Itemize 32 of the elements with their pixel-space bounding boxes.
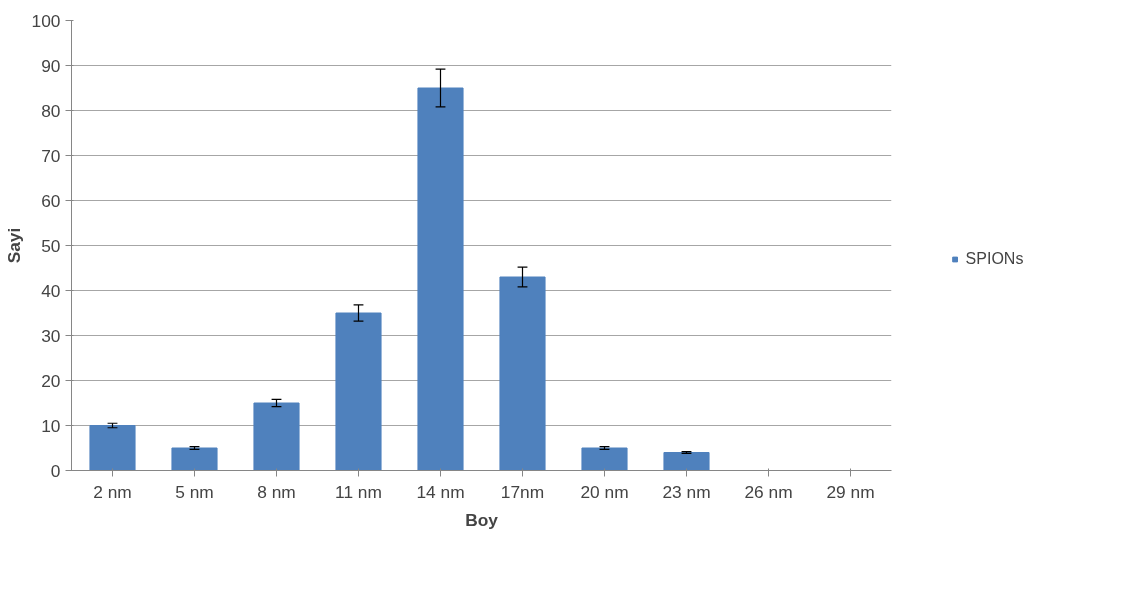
bar <box>171 447 218 471</box>
x-tick-label: 5 nm <box>175 481 214 502</box>
bar <box>89 425 136 471</box>
x-tick-label: 14 nm <box>416 481 465 502</box>
bar <box>335 312 382 471</box>
x-tick-label: 29 nm <box>826 481 875 502</box>
y-tick-label: 60 <box>41 190 61 211</box>
x-tick-label: 8 nm <box>257 481 296 502</box>
x-tick-label: 26 nm <box>744 481 793 502</box>
y-tick-label: 0 <box>50 460 61 481</box>
bar <box>253 402 300 471</box>
y-axis-title: Sayi <box>3 227 24 264</box>
y-tick-label: 80 <box>41 100 61 121</box>
y-tick-label: 40 <box>41 280 61 301</box>
bar <box>581 447 628 471</box>
x-tick-label: 2 nm <box>93 481 132 502</box>
legend-label: SPIONs <box>965 250 1024 268</box>
y-tick-label: 70 <box>41 145 61 166</box>
y-tick-label: 100 <box>31 10 61 31</box>
y-tick-label: 50 <box>41 235 61 256</box>
x-tick-label: 23 nm <box>662 481 711 502</box>
y-tick-label: 30 <box>41 325 61 346</box>
bar <box>663 452 710 471</box>
bar <box>417 87 464 471</box>
x-tick-label: 11 nm <box>335 481 382 502</box>
x-axis-title: Boy <box>465 509 499 530</box>
bar <box>499 276 546 471</box>
y-tick-label: 10 <box>41 415 61 436</box>
x-tick-label: 17nm <box>500 481 545 502</box>
y-tick-label: 20 <box>41 370 61 391</box>
y-tick-label: 90 <box>41 55 61 76</box>
x-tick-label: 20 nm <box>580 481 629 502</box>
